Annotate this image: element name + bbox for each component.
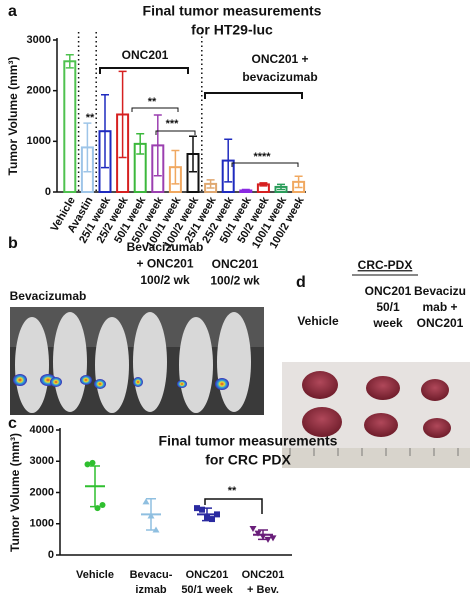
x-tick-label: ONC201 <box>242 569 285 581</box>
image-label: ONC201 <box>365 284 412 298</box>
bracket <box>204 498 263 514</box>
chart-title: Final tumor measurements <box>143 3 322 19</box>
annotation: ** <box>228 485 237 497</box>
error-bar <box>224 138 233 183</box>
error-bar <box>206 179 215 189</box>
image-title: CRC-PDX <box>358 258 413 272</box>
data-point <box>89 459 96 466</box>
annotation: ** <box>86 112 95 124</box>
bracket <box>204 92 303 99</box>
error-bar <box>189 135 197 173</box>
y-tick-label: 3000 <box>27 34 51 46</box>
data-point <box>142 498 150 505</box>
data-point <box>269 535 277 542</box>
error-bar <box>277 183 285 191</box>
bracket <box>155 130 196 135</box>
data-point <box>254 530 262 537</box>
panel-label: a <box>8 3 17 20</box>
error-bar <box>171 149 180 185</box>
image-label: week <box>372 316 403 330</box>
error-bar <box>294 175 303 189</box>
data-point <box>84 461 91 468</box>
annotation: *** <box>166 118 180 130</box>
error-bar <box>118 70 127 159</box>
chart-title: for CRC PDX <box>205 452 291 468</box>
image-label: Bevacizumab <box>10 289 87 303</box>
image-label: Vehicle <box>297 314 339 328</box>
panel-label: d <box>296 274 306 291</box>
annotation: bevacizumab <box>242 70 317 84</box>
data-point <box>194 505 200 512</box>
error-bar <box>202 507 212 522</box>
image-label: ONC201 <box>212 257 259 271</box>
annotation: ONC201 <box>122 48 169 62</box>
error-bar <box>241 188 250 193</box>
annotation: ** <box>148 96 157 108</box>
photo-b <box>10 307 264 415</box>
y-axis-label: Tumor Volume (mm³) <box>8 433 22 552</box>
panel-label: c <box>8 415 17 432</box>
error-bar <box>65 53 74 69</box>
error-bar <box>101 93 109 169</box>
error-bar <box>258 529 268 541</box>
y-tick-label: 1000 <box>30 518 54 530</box>
data-point <box>249 525 257 532</box>
image-label: + ONC201 <box>136 257 193 271</box>
data-point <box>99 502 106 509</box>
annotation: **** <box>253 151 271 163</box>
error-bar <box>90 465 100 508</box>
bracket <box>99 67 189 74</box>
panel-label: b <box>8 235 18 252</box>
error-bar <box>153 114 162 177</box>
image-label: 50/1 <box>376 300 400 314</box>
error-bar <box>83 122 92 173</box>
bracket <box>131 107 179 112</box>
x-tick-label: + Bev. <box>247 584 279 596</box>
y-tick-label: 0 <box>48 549 54 561</box>
y-tick-label: 0 <box>45 186 51 198</box>
y-tick-label: 3000 <box>30 455 54 467</box>
chart-title: for HT29-luc <box>191 22 273 38</box>
x-tick-label: ONC201 <box>186 569 229 581</box>
y-tick-label: 2000 <box>27 85 51 97</box>
x-tick-label: Vehicle <box>76 569 114 581</box>
annotation: ONC201 + <box>251 52 308 66</box>
y-axis-label: Tumor Volume (mm³) <box>6 57 20 176</box>
image-label: Bevacizu <box>414 284 466 298</box>
error-bar <box>259 182 268 187</box>
bar <box>63 60 77 193</box>
bracket <box>231 162 299 167</box>
error-bar <box>146 498 156 531</box>
image-label: ONC201 <box>417 316 464 330</box>
x-tick-label: Bevacu- <box>130 569 173 581</box>
x-tick-label: 50/1 week <box>181 584 233 596</box>
image-label: mab + <box>422 300 457 314</box>
y-tick-label: 4000 <box>30 424 54 436</box>
x-tick-label: izmab <box>135 584 166 596</box>
error-bar <box>136 132 145 155</box>
y-tick-label: 2000 <box>30 486 54 498</box>
image-label: Bevacizumab <box>127 240 204 254</box>
image-label: 100/2 wk <box>140 273 190 287</box>
image-label: 100/2 wk <box>210 274 260 288</box>
chart-title: Final tumor measurements <box>159 433 338 449</box>
y-tick-label: 1000 <box>27 135 51 147</box>
photo-d <box>282 362 470 468</box>
